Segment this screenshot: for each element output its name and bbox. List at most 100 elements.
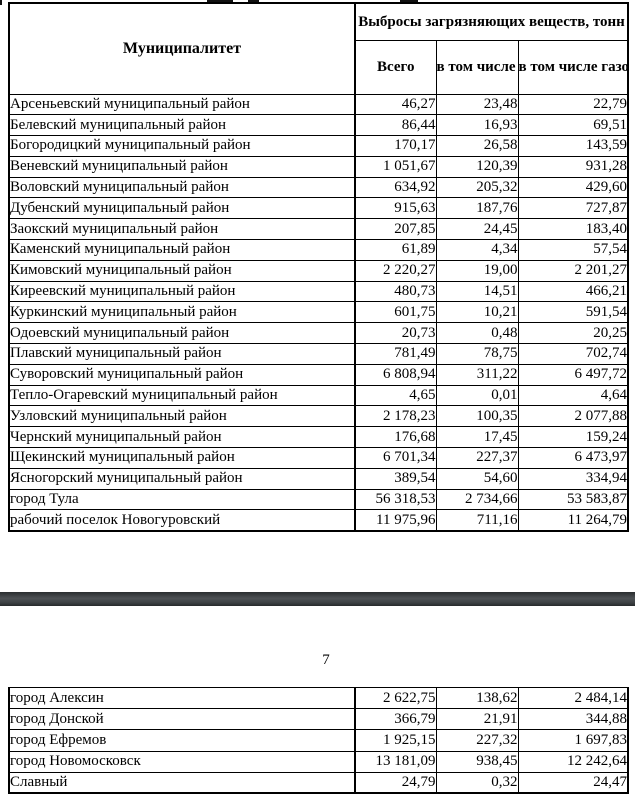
total-value-cell: 170,17 — [354, 135, 437, 157]
total-value-cell: 2 622,75 — [354, 686, 437, 710]
gaseous-value-cell: 429,60 — [517, 176, 629, 199]
table-row: Куркинский муниципальный район 601,75 10… — [8, 301, 629, 324]
municipality-cell: Плавский муниципальный район — [8, 343, 356, 365]
cropped-text-fragment — [400, 0, 418, 2]
table-row: Арсеньевский муниципальный район 46,27 2… — [8, 93, 629, 116]
municipality-cell: Воловский муниципальный район — [8, 176, 356, 199]
solid-value-cell: 14,51 — [435, 280, 519, 303]
total-value-cell: 176,68 — [354, 426, 437, 449]
total-value-cell: 2 178,23 — [354, 405, 437, 428]
solid-value-cell: 17,45 — [435, 426, 519, 449]
emissions-table-page7-continued: город Алексин 2 622,75 138,62 2 484,14 г… — [8, 686, 629, 795]
solid-value-cell: 120,39 — [435, 155, 519, 178]
solid-value-cell: 78,75 — [435, 343, 519, 365]
total-value-cell: 781,49 — [354, 343, 437, 365]
gaseous-value-cell: 20,25 — [517, 322, 629, 345]
total-value-cell: 915,63 — [354, 197, 437, 220]
municipality-cell: Узловский муниципальный район — [8, 405, 356, 428]
gaseous-value-cell: 69,51 — [517, 114, 629, 137]
table-row: Богородицкий муниципальный район 170,17 … — [8, 135, 629, 157]
gaseous-value-cell: 2 484,14 — [517, 686, 629, 710]
municipality-cell: Щекинский муниципальный район — [8, 447, 356, 469]
total-value-cell: 61,89 — [354, 239, 437, 261]
table-row: Щекинский муниципальный район 6 701,34 2… — [8, 447, 629, 469]
gaseous-value-cell: 2 077,88 — [517, 405, 629, 428]
cropped-text-fragment — [248, 0, 259, 2]
total-value-cell: 601,75 — [354, 301, 437, 324]
gaseous-value-cell: 6 497,72 — [517, 363, 629, 386]
solid-value-cell: 100,35 — [435, 405, 519, 428]
table-row: Суворовский муниципальный район 6 808,94… — [8, 363, 629, 386]
municipality-cell: Одоевский муниципальный район — [8, 322, 356, 345]
municipality-cell: Дубенский муниципальный район — [8, 197, 356, 220]
table-row: город Новомосковск 13 181,09 938,45 12 2… — [8, 750, 629, 773]
table-row: город Донской 366,79 21,91 344,88 — [8, 708, 629, 731]
emissions-table-header: Муниципалитет Выбросы загрязняющих вещес… — [8, 2, 629, 95]
column-header-gaseous: в том числе газообразны е и жидкие — [517, 39, 629, 95]
municipality-cell: Веневский муниципальный район — [8, 155, 356, 178]
solid-value-cell: 138,62 — [435, 686, 519, 710]
gaseous-value-cell: 11 264,79 — [517, 509, 629, 532]
total-value-cell: 20,73 — [354, 322, 437, 345]
table-row: Плавский муниципальный район 781,49 78,7… — [8, 343, 629, 365]
municipality-cell: Каменский муниципальный район — [8, 239, 356, 261]
total-value-cell: 634,92 — [354, 176, 437, 199]
total-value-cell: 366,79 — [354, 708, 437, 731]
gaseous-value-cell: 57,54 — [517, 239, 629, 261]
gaseous-value-cell: 344,88 — [517, 708, 629, 731]
solid-value-cell: 227,37 — [435, 447, 519, 469]
gaseous-value-cell: 727,87 — [517, 197, 629, 220]
table-row: Каменский муниципальный район 61,89 4,34… — [8, 239, 629, 261]
total-value-cell: 24,79 — [354, 771, 437, 794]
solid-value-cell: 26,58 — [435, 135, 519, 157]
solid-value-cell: 227,32 — [435, 729, 519, 752]
gaseous-value-cell: 24,47 — [517, 771, 629, 794]
municipality-cell: город Донской — [8, 708, 356, 731]
gaseous-value-cell: 2 201,27 — [517, 259, 629, 282]
table-row: Узловский муниципальный район 2 178,23 1… — [8, 405, 629, 428]
municipality-cell: город Ефремов — [8, 729, 356, 752]
gaseous-value-cell: 4,64 — [517, 384, 629, 407]
page-separator-bar — [0, 592, 635, 606]
solid-value-cell: 54,60 — [435, 467, 519, 490]
gaseous-value-cell: 22,79 — [517, 93, 629, 116]
municipality-cell: город Тула — [8, 488, 356, 511]
gaseous-value-cell: 466,21 — [517, 280, 629, 303]
municipality-cell: Заокский муниципальный район — [8, 218, 356, 241]
solid-value-cell: 311,22 — [435, 363, 519, 386]
solid-value-cell: 10,21 — [435, 301, 519, 324]
solid-value-cell: 19,00 — [435, 259, 519, 282]
column-header-municipality: Муниципалитет — [8, 2, 356, 95]
municipality-cell: Чернский муниципальный район — [8, 426, 356, 449]
total-value-cell: 389,54 — [354, 467, 437, 490]
cropped-text-fragment — [0, 0, 2, 5]
column-group-header-emissions: Выбросы загрязняющих веществ, тонн — [354, 2, 629, 41]
table-row: Веневский муниципальный район 1 051,67 1… — [8, 155, 629, 178]
municipality-cell: рабочий поселок Новогуровский — [8, 509, 356, 532]
municipality-cell: Ясногорский муниципальный район — [8, 467, 356, 490]
gaseous-value-cell: 12 242,64 — [517, 750, 629, 773]
table-row: Дубенский муниципальный район 915,63 187… — [8, 197, 629, 220]
gaseous-value-cell: 702,74 — [517, 343, 629, 365]
total-value-cell: 1 925,15 — [354, 729, 437, 752]
column-header-total: Всего — [354, 39, 437, 95]
column-header-solid: в том числе твердых — [435, 39, 519, 95]
table-row: Ясногорский муниципальный район 389,54 5… — [8, 467, 629, 490]
solid-value-cell: 16,93 — [435, 114, 519, 137]
gaseous-value-cell: 183,40 — [517, 218, 629, 241]
solid-value-cell: 187,76 — [435, 197, 519, 220]
emissions-table-continued-body: город Алексин 2 622,75 138,62 2 484,14 г… — [8, 686, 629, 794]
table-row: Белевский муниципальный район 86,44 16,9… — [8, 114, 629, 137]
solid-value-cell: 0,48 — [435, 322, 519, 345]
total-value-cell: 13 181,09 — [354, 750, 437, 773]
solid-value-cell: 0,32 — [435, 771, 519, 794]
table-row: Воловский муниципальный район 634,92 205… — [8, 176, 629, 199]
municipality-cell: Белевский муниципальный район — [8, 114, 356, 137]
gaseous-value-cell: 6 473,97 — [517, 447, 629, 469]
municipality-cell: город Алексин — [8, 686, 356, 710]
solid-value-cell: 938,45 — [435, 750, 519, 773]
table-row: Славный 24,79 0,32 24,47 — [8, 771, 629, 794]
gaseous-value-cell: 53 583,87 — [517, 488, 629, 511]
gaseous-value-cell: 1 697,83 — [517, 729, 629, 752]
